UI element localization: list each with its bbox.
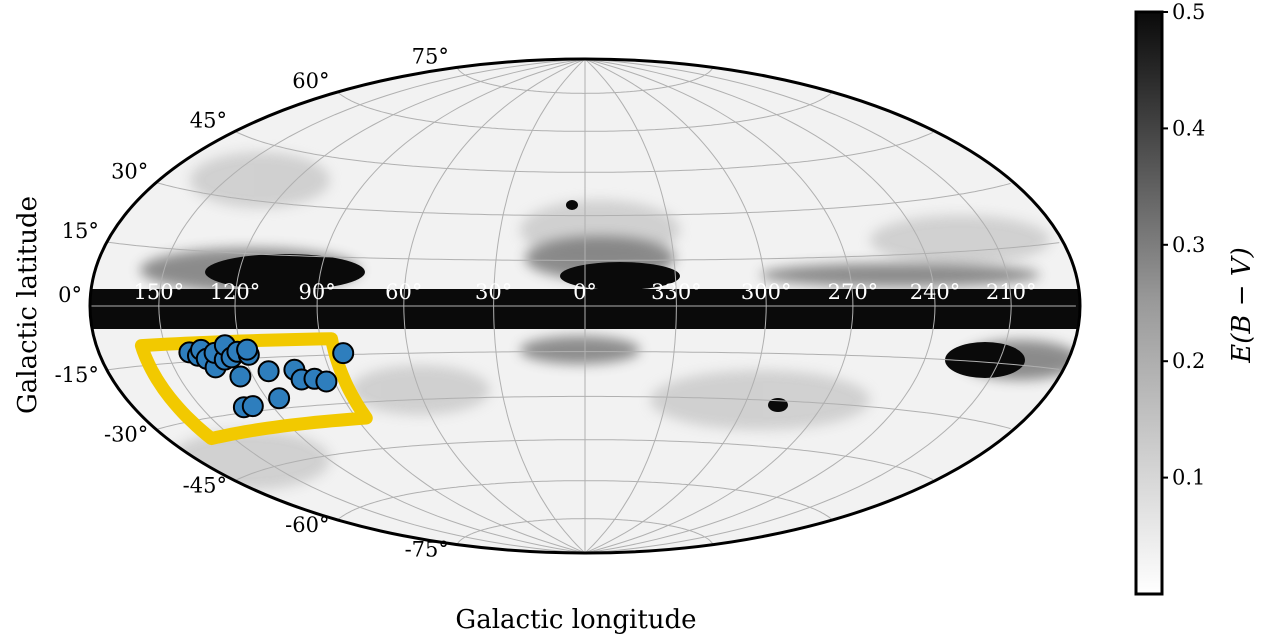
graticule-meridian: [584, 58, 677, 554]
longitude-tick-label: 240°: [910, 280, 961, 304]
latitude-tick-label: -30°: [104, 423, 148, 447]
data-points: [178, 334, 355, 419]
colorbar: 0.1 0.2 0.3 0.4 0.5 E(B − V): [1134, 0, 1257, 596]
longitude-tick-label: 60°: [385, 280, 422, 304]
graticule: [89, 58, 1076, 554]
latitude-tick-label: 30°: [111, 160, 148, 184]
y-axis-label: Galactic latitude: [13, 196, 43, 414]
survey-region-outline: [134, 332, 373, 446]
graticule-meridian: [584, 58, 767, 554]
graticule-parallel: [107, 241, 1060, 261]
longitude-tick-label: 330°: [651, 280, 702, 304]
data-point: [332, 342, 355, 365]
graticule-meridian: [234, 58, 586, 554]
data-point: [257, 360, 280, 383]
data-point: [236, 338, 259, 361]
longitude-tick-label: 90°: [298, 280, 335, 304]
colorbar-gradient: [1134, 10, 1164, 596]
colorbar-ticks: 0.1 0.2 0.3 0.4 0.5: [1162, 0, 1205, 490]
latitude-tick-label: 15°: [62, 219, 99, 243]
data-point: [241, 395, 264, 418]
x-axis-label: Galactic longitude: [455, 605, 696, 635]
latitude-tick-label: 0°: [58, 283, 82, 307]
longitude-tick-label: 270°: [828, 280, 879, 304]
colorbar-tick-label: 0.2: [1172, 349, 1205, 373]
colorbar-tick-label: 0.1: [1172, 466, 1205, 490]
latitude-tick-label: -75°: [405, 538, 449, 562]
latitude-tick-label: -45°: [183, 474, 227, 498]
latitude-tick-label: -60°: [285, 513, 329, 537]
latitude-tick-label: 45°: [190, 108, 227, 132]
colorbar-label: E(B − V): [1227, 247, 1257, 363]
graticule-meridian: [493, 58, 586, 554]
map-border: [88, 57, 1082, 555]
graticule-meridian: [584, 58, 854, 554]
latitude-tick-labels: 75° 60° 45° 30° 15° 0° -15° -30° -45° -60° -75°: [55, 44, 449, 561]
data-point: [268, 387, 291, 410]
data-point: [315, 370, 338, 393]
graticule-meridian: [403, 58, 586, 554]
longitude-tick-labels: 150° 120° 90° 60° 30° 0° 330° 300° 270° 240° 210°: [134, 280, 1037, 304]
latitude-tick-label: -15°: [55, 363, 99, 387]
longitude-tick-label: 30°: [475, 280, 512, 304]
longitude-tick-label: 120°: [210, 280, 261, 304]
latitude-tick-label: 60°: [292, 69, 329, 93]
graticule-meridian: [584, 58, 1012, 554]
colorbar-tick-label: 0.3: [1172, 233, 1205, 257]
graticule-meridian: [316, 58, 586, 554]
longitude-tick-label: 150°: [134, 280, 185, 304]
data-point: [229, 365, 252, 388]
graticule-meridian: [584, 58, 936, 554]
colorbar-tick-label: 0.4: [1172, 116, 1205, 140]
colorbar-tick-label: 0.5: [1172, 0, 1205, 24]
longitude-tick-label: 300°: [741, 280, 792, 304]
longitude-tick-label: 0°: [573, 280, 597, 304]
longitude-tick-label: 210°: [986, 280, 1037, 304]
graticule-meridian: [158, 58, 586, 554]
latitude-tick-label: 75°: [412, 44, 449, 68]
